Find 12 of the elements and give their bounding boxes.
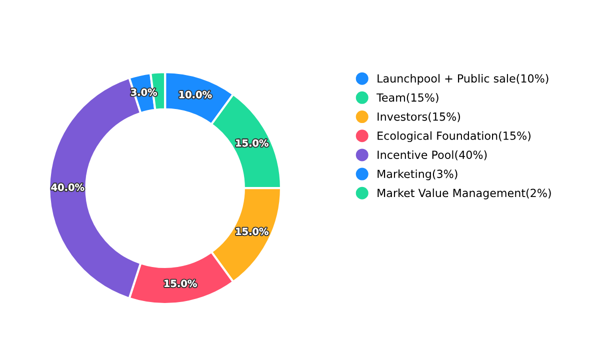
- legend-label: Marketing(3%): [378, 169, 458, 180]
- legend-label: Ecological Foundation(15%): [378, 131, 530, 142]
- data-label: 15.0%: [236, 139, 268, 147]
- legend-label: Investors(15%): [378, 112, 460, 122]
- data-label: 15.0%: [164, 280, 197, 288]
- data-label: 40.0%: [51, 184, 84, 191]
- data-label: 10.0%: [179, 90, 212, 98]
- legend-label: Market Value Management(2%): [378, 188, 551, 200]
- legend-label: Launchpool + Public sale(10%): [378, 74, 548, 85]
- data-label: 15.0%: [236, 228, 268, 236]
- legend-label: Team(15%): [376, 93, 438, 104]
- legend-label: Incentive Pool(40%): [378, 150, 487, 160]
